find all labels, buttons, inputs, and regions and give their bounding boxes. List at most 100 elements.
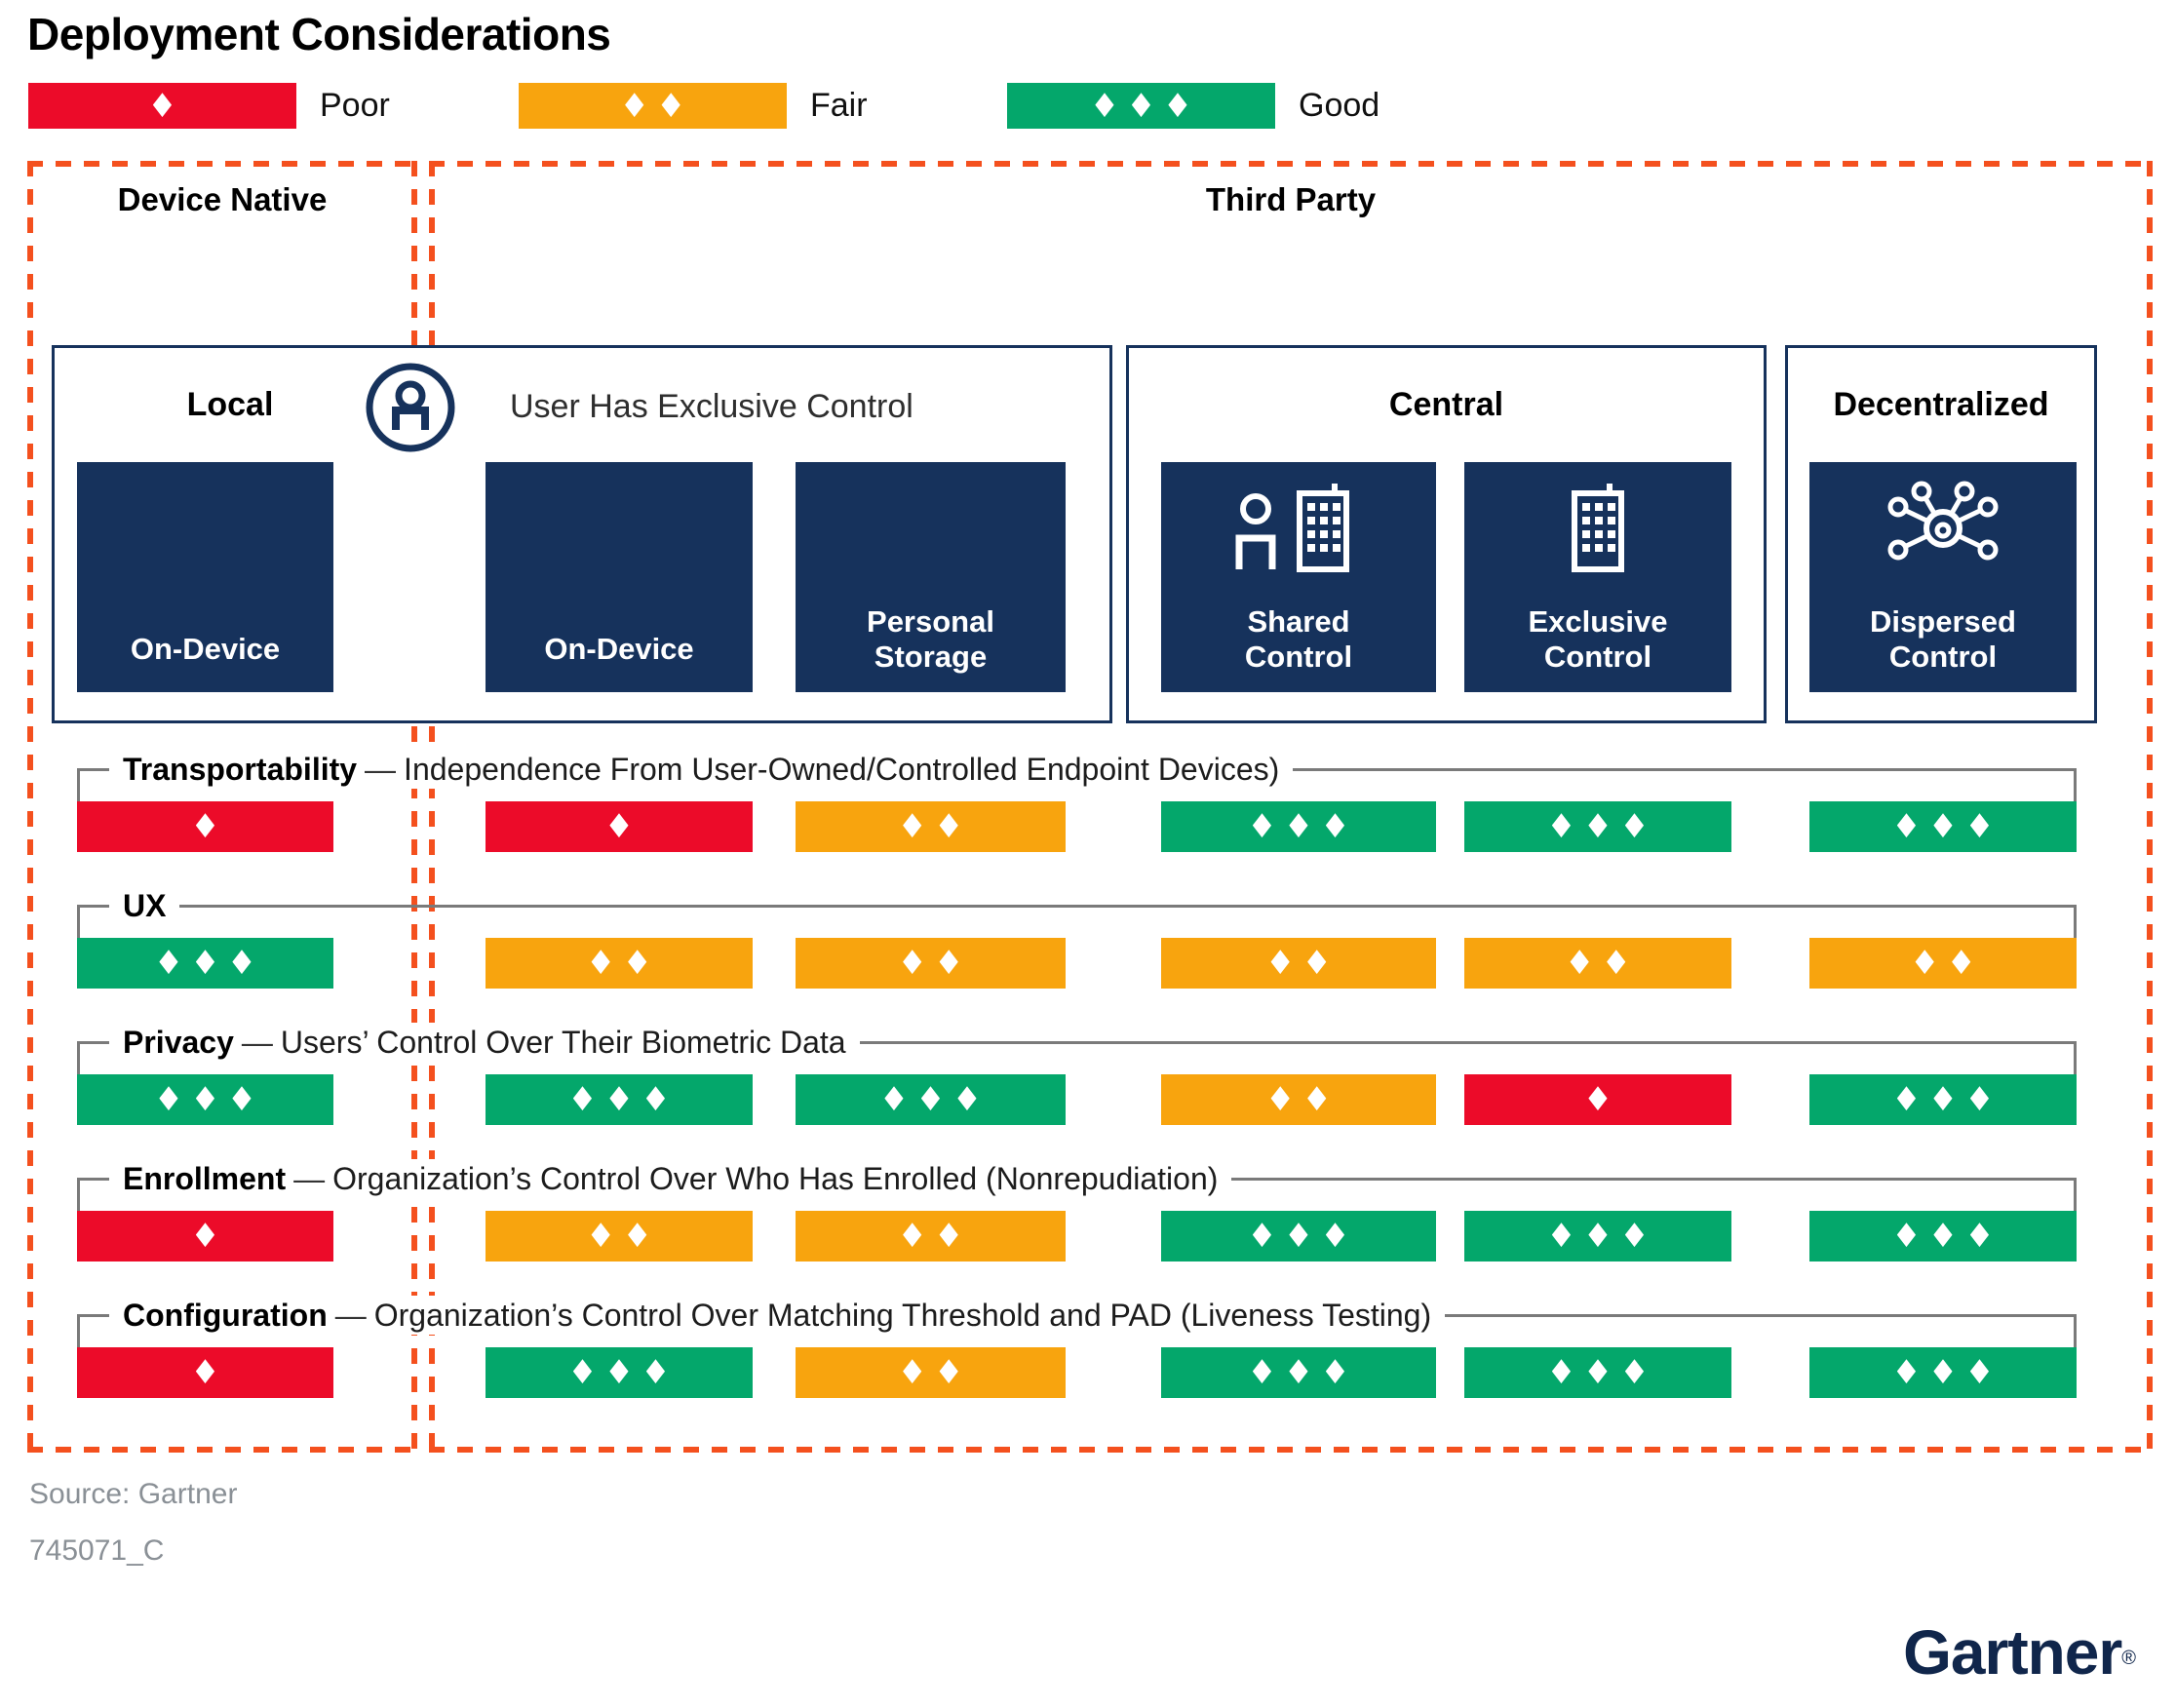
legend-label-fair: Fair (810, 87, 868, 124)
tile-personal-storage: Personal Storage (796, 462, 1066, 692)
rating-diamonds: ♦♦ (897, 807, 971, 846)
person-and-building-icon (1161, 480, 1436, 577)
device-native-border-right (411, 161, 417, 1453)
rating-diamonds: ♦♦♦ (1546, 807, 1656, 846)
rating-bar-ux-col5: ♦♦ (1464, 938, 1731, 989)
criterion-dash: — (365, 752, 397, 787)
rating-bar-privacy-col5: ♦ (1464, 1074, 1731, 1125)
rating-bar-privacy-col3: ♦♦♦ (796, 1074, 1066, 1125)
rating-diamonds: ♦♦ (897, 1353, 971, 1392)
criterion-name: UX (123, 888, 167, 923)
rating-bar-transportability-col3: ♦♦ (796, 801, 1066, 852)
criterion-name: Configuration (123, 1298, 328, 1333)
row-connector-line (77, 905, 2077, 908)
rating-diamonds: ♦♦ (897, 1217, 971, 1256)
rating-bar-ux-col2: ♦♦ (486, 938, 753, 989)
tile-label: Dispersed Control (1870, 604, 2016, 675)
rating-diamonds: ♦♦♦ (153, 1080, 264, 1119)
rating-bar-configuration-col2: ♦♦♦ (486, 1347, 753, 1398)
rating-diamonds: ♦♦♦ (1891, 1080, 2001, 1119)
rating-diamonds: ♦ (190, 1217, 227, 1256)
row-connector-right (2074, 768, 2077, 804)
rating-diamonds: ♦ (190, 807, 227, 846)
criterion-name: Transportability (123, 752, 358, 787)
rating-diamonds: ♦♦ (1265, 944, 1339, 983)
gartner-logo: Gartner® (1903, 1616, 2136, 1689)
rating-diamonds: ♦♦♦ (567, 1080, 678, 1119)
device-native-border-top (27, 161, 417, 167)
rating-bar-ux-col6: ♦♦ (1809, 938, 2077, 989)
rating-bar-transportability-col4: ♦♦♦ (1161, 801, 1436, 852)
rating-diamonds: ♦ (190, 1353, 227, 1392)
rating-bar-privacy-col1: ♦♦♦ (77, 1074, 333, 1125)
rating-bar-ux-col4: ♦♦ (1161, 938, 1436, 989)
criterion-description: Organization’s Control Over Matching Thr… (373, 1298, 1432, 1333)
row-connector-right (2074, 1178, 2077, 1214)
legend-label-poor: Poor (320, 87, 390, 124)
central-header: Central (1388, 386, 1504, 423)
rating-diamonds: ♦♦♦ (878, 1080, 990, 1119)
rating-bar-transportability-col5: ♦♦♦ (1464, 801, 1731, 852)
rating-diamonds: ♦♦♦ (1546, 1353, 1656, 1392)
rating-bar-ux-col1: ♦♦♦ (77, 938, 333, 989)
criterion-label: UX— (109, 886, 180, 925)
third-party-border-top (429, 161, 2153, 167)
device-native-label: Device Native (117, 181, 328, 217)
page-title: Deployment Considerations (27, 9, 611, 59)
row-privacy: Privacy — Users’ Control Over Their Biomet… (0, 1022, 2176, 1158)
criterion-name: Privacy (123, 1025, 234, 1060)
rating-diamonds: ♦♦♦ (1546, 1217, 1656, 1256)
decentralized-header: Decentralized (1833, 386, 2049, 423)
building-icon (1464, 480, 1731, 577)
user-exclusive-control-header: User Has Exclusive Control (510, 388, 913, 425)
criterion-label: Configuration — Organization’s Control Ove… (109, 1296, 1446, 1335)
rating-diamonds: ♦ (1582, 1080, 1620, 1119)
rating-bar-privacy-col4: ♦♦ (1161, 1074, 1436, 1125)
row-configuration: Configuration — Organization’s Control Ove… (0, 1295, 2176, 1431)
row-connector-left (77, 1314, 80, 1350)
criterion-label: Enrollment — Organization’s Control Over W… (109, 1159, 1232, 1198)
rating-bar-enrollment-col1: ♦ (77, 1211, 333, 1262)
local-header: Local (186, 386, 274, 423)
diamond-icon: ♦ (147, 86, 184, 126)
legend-bar-poor: ♦ (28, 83, 296, 129)
rating-bar-transportability-col1: ♦ (77, 801, 333, 852)
rating-diamonds: ♦♦♦ (1247, 807, 1357, 846)
rating-diamonds: ♦♦ (586, 1217, 659, 1256)
rating-diamonds: ♦♦♦ (1891, 807, 2001, 846)
row-connector-line (77, 1041, 2077, 1044)
legend-label-good: Good (1299, 87, 1380, 124)
rating-diamonds: ♦♦♦ (1891, 1217, 2001, 1256)
rating-bar-enrollment-col6: ♦♦♦ (1809, 1211, 2077, 1262)
row-connector-right (2074, 1314, 2077, 1350)
row-connector-left (77, 1178, 80, 1214)
device-native-border-bottom (27, 1447, 417, 1453)
rating-bar-enrollment-col5: ♦♦♦ (1464, 1211, 1731, 1262)
rating-bar-enrollment-col2: ♦♦ (486, 1211, 753, 1262)
tile-on-device-third-party: On-Device (486, 462, 753, 692)
rating-bar-configuration-col3: ♦♦ (796, 1347, 1066, 1398)
criterion-label: Transportability — Independence From User-… (109, 750, 1294, 789)
legend-bar-good: ♦♦♦ (1007, 83, 1275, 129)
row-ux: UX— ♦♦♦♦♦♦♦♦♦♦♦♦♦ (0, 885, 2176, 1022)
rating-diamonds: ♦♦ (1910, 944, 1983, 983)
rating-bar-ux-col3: ♦♦ (796, 938, 1066, 989)
rating-diamonds: ♦♦♦ (567, 1353, 678, 1392)
tile-on-device-local: On-Device (77, 462, 333, 692)
rating-diamonds: ♦♦ (897, 944, 971, 983)
row-connector-left (77, 1041, 80, 1077)
rating-bar-configuration-col6: ♦♦♦ (1809, 1347, 2077, 1398)
rating-diamonds: ♦♦ (586, 944, 659, 983)
third-party-border-left (429, 161, 435, 1453)
criterion-dash: — (241, 1025, 273, 1060)
rating-bar-configuration-col5: ♦♦♦ (1464, 1347, 1731, 1398)
rating-bar-configuration-col1: ♦ (77, 1347, 333, 1398)
criterion-name: Enrollment (123, 1161, 287, 1196)
tile-label: On-Device (130, 632, 281, 667)
gartner-logo-text: Gartner (1903, 1617, 2122, 1688)
tile-label: Exclusive Control (1528, 604, 1668, 675)
third-party-border-bottom (429, 1447, 2153, 1453)
rating-diamonds: ♦♦ (1265, 1080, 1339, 1119)
row-connector-left (77, 768, 80, 804)
